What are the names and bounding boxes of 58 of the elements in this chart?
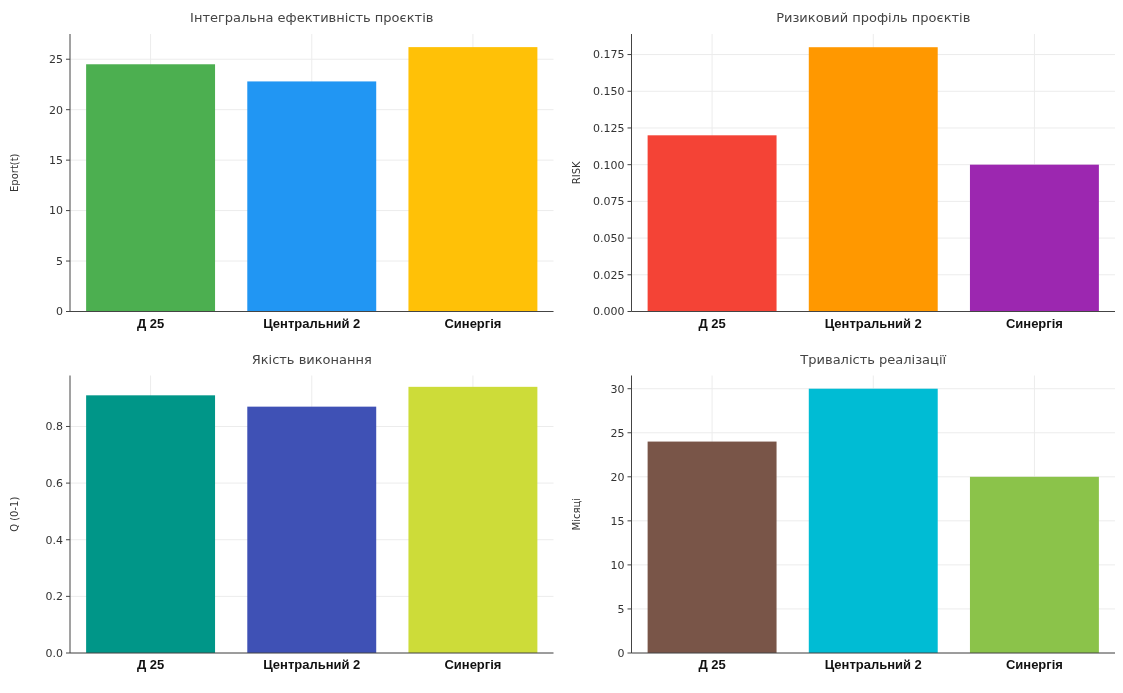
- x-tick-label: Центральний 2: [263, 315, 361, 331]
- bar: [969, 164, 1099, 312]
- bar: [808, 388, 938, 653]
- bar: [247, 406, 377, 653]
- y-tick-label: 0.4: [45, 533, 63, 547]
- y-tick-label: 0.8: [45, 420, 63, 434]
- y-axis-title: RISK: [570, 160, 582, 185]
- bar: [969, 476, 1099, 653]
- y-tick-label: 0.0: [45, 646, 63, 660]
- bar: [408, 386, 538, 653]
- x-tick-label: Центральний 2: [263, 657, 361, 672]
- chart-title: Ризиковий профіль проєктів: [776, 10, 971, 25]
- y-tick-label: 0: [56, 305, 63, 319]
- x-tick-label: Синергія: [1005, 315, 1063, 331]
- y-axis-title: Q (0-1): [9, 496, 20, 532]
- y-tick-label: 0.025: [593, 268, 625, 282]
- bar: [247, 81, 377, 312]
- bar: [408, 47, 538, 312]
- y-tick-label: 25: [49, 53, 63, 67]
- y-tick-label: 5: [56, 254, 63, 268]
- y-tick-label: 0.175: [593, 48, 625, 62]
- y-tick-label: 0.100: [593, 158, 625, 172]
- bar: [86, 64, 216, 312]
- y-tick-label: 15: [610, 514, 625, 528]
- y-tick-label: 0.050: [593, 231, 625, 245]
- x-tick-label: Центральний 2: [824, 657, 922, 672]
- x-tick-label: Д 25: [698, 657, 726, 672]
- y-tick-label: 0.2: [45, 590, 63, 604]
- y-tick-label: 30: [610, 382, 625, 396]
- bar: [86, 395, 216, 653]
- bar: [647, 441, 777, 653]
- x-tick-label: Д 25: [698, 315, 726, 331]
- y-axis-title: Eport(t): [9, 153, 20, 193]
- chart-title: Інтегральна ефективність проєктів: [190, 10, 434, 25]
- x-tick-label: Синергія: [444, 657, 502, 672]
- y-tick-label: 10: [610, 558, 625, 572]
- x-tick-label: Синергія: [1005, 657, 1063, 672]
- bar: [647, 135, 777, 312]
- y-tick-label: 20: [49, 103, 63, 117]
- y-tick-label: 25: [610, 426, 625, 440]
- y-tick-label: 0.000: [593, 305, 625, 319]
- y-tick-label: 0.150: [593, 85, 625, 99]
- y-tick-label: 5: [617, 602, 625, 616]
- y-axis-title: Місяці: [570, 497, 582, 531]
- y-tick-label: 20: [610, 470, 625, 484]
- bar: [808, 47, 938, 312]
- y-tick-label: 10: [49, 204, 63, 218]
- chart-title: Якість виконання: [251, 351, 372, 367]
- x-tick-label: Центральний 2: [824, 315, 922, 331]
- x-tick-label: Синергія: [444, 315, 502, 331]
- y-tick-label: 15: [49, 153, 63, 167]
- y-tick-label: 0.075: [593, 195, 625, 209]
- y-tick-label: 0.125: [593, 121, 625, 135]
- x-tick-label: Д 25: [136, 315, 165, 331]
- y-tick-label: 0: [617, 646, 625, 660]
- chart-title: Тривалість реалізації: [799, 351, 947, 367]
- y-tick-label: 0.6: [45, 476, 63, 490]
- x-tick-label: Д 25: [136, 657, 165, 672]
